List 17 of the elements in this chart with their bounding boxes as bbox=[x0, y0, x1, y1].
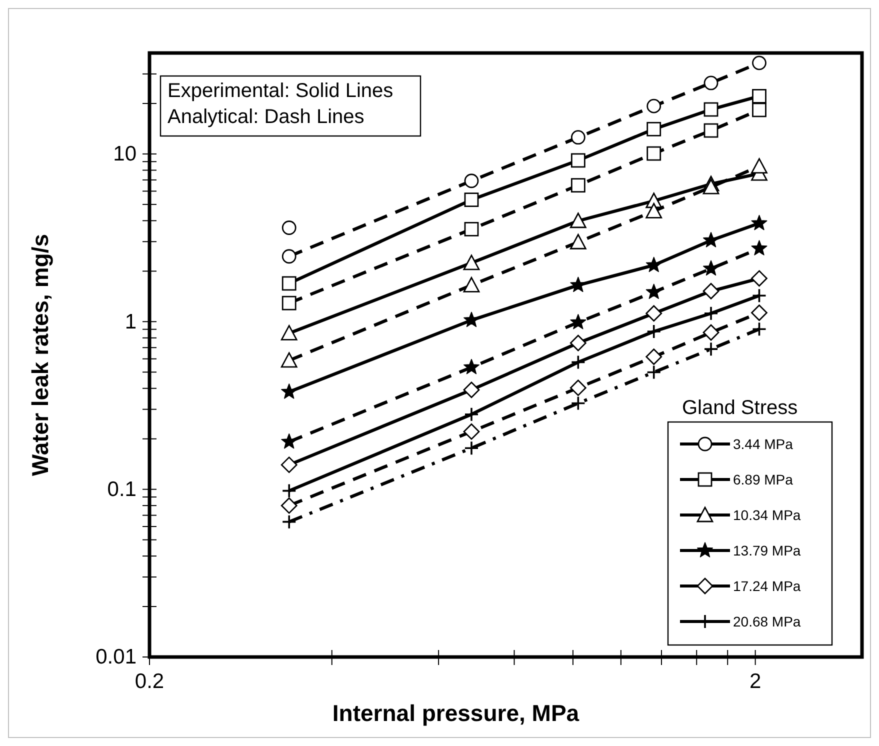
legend-label: 6.89 MPa bbox=[733, 472, 794, 488]
x-tick-label: 2 bbox=[749, 670, 762, 693]
x-axis-title: Internal pressure, MPa bbox=[332, 700, 580, 726]
legend-label: 10.34 MPa bbox=[733, 507, 801, 523]
y-tick-label: 0.1 bbox=[107, 478, 136, 502]
legend-label: 3.44 MPa bbox=[733, 436, 794, 452]
annotation: Experimental: Solid Lines bbox=[168, 80, 394, 102]
annotation: Analytical: Dash Lines bbox=[168, 106, 364, 128]
y-tick-label: 0.01 bbox=[96, 646, 136, 669]
legend-label: 17.24 MPa bbox=[733, 578, 801, 594]
y-tick-label: 10 bbox=[113, 142, 136, 166]
y-axis-title: Water leak rates, mg/s bbox=[27, 234, 53, 476]
y-tick-label: 1 bbox=[124, 310, 136, 334]
x-tick-label: 0.2 bbox=[134, 670, 164, 693]
legend-label: 13.79 MPa bbox=[733, 542, 801, 558]
legend-label: 20.68 MPa bbox=[733, 614, 801, 630]
legend-title: Gland Stress bbox=[682, 397, 798, 419]
